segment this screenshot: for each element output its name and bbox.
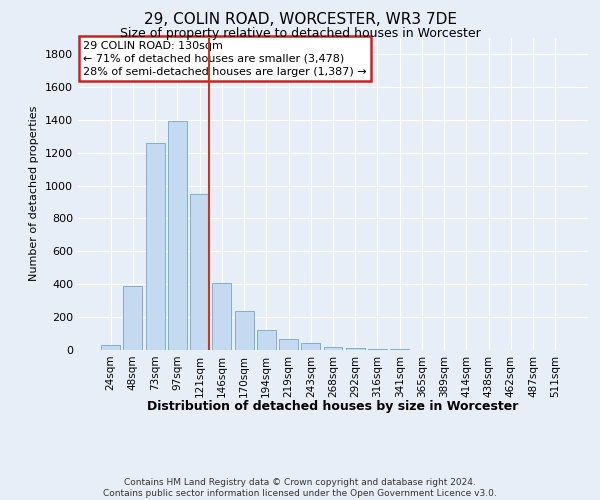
Bar [279, 340, 298, 350]
Bar [190, 194, 209, 350]
Text: Size of property relative to detached houses in Worcester: Size of property relative to detached ho… [119, 28, 481, 40]
X-axis label: Distribution of detached houses by size in Worcester: Distribution of detached houses by size … [148, 400, 518, 413]
Text: 29, COLIN ROAD, WORCESTER, WR3 7DE: 29, COLIN ROAD, WORCESTER, WR3 7DE [143, 12, 457, 28]
Bar [346, 348, 365, 350]
Bar [323, 346, 343, 350]
Bar [257, 330, 276, 350]
Bar [301, 343, 320, 350]
Bar [146, 143, 164, 350]
Bar [101, 346, 120, 350]
Text: 29 COLIN ROAD: 130sqm
← 71% of detached houses are smaller (3,478)
28% of semi-d: 29 COLIN ROAD: 130sqm ← 71% of detached … [83, 40, 367, 77]
Bar [368, 348, 387, 350]
Text: Contains HM Land Registry data © Crown copyright and database right 2024.
Contai: Contains HM Land Registry data © Crown c… [103, 478, 497, 498]
Bar [212, 282, 231, 350]
Bar [235, 312, 254, 350]
Bar [124, 286, 142, 350]
Bar [390, 349, 409, 350]
Y-axis label: Number of detached properties: Number of detached properties [29, 106, 40, 282]
Bar [168, 120, 187, 350]
